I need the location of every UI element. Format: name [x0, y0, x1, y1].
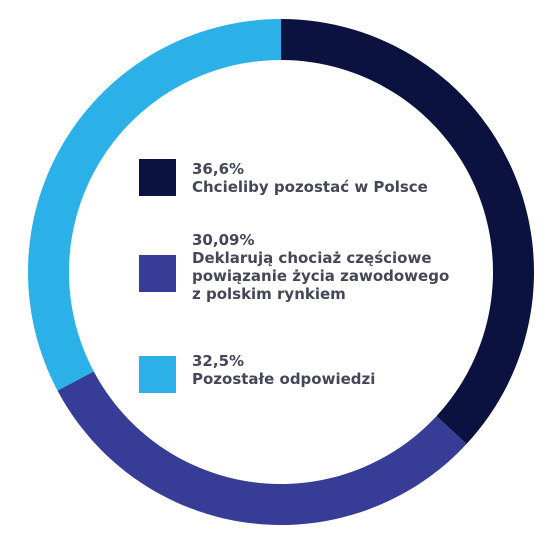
donut-slice-other-answers — [27, 19, 282, 391]
legend-value: 30,09% — [192, 231, 255, 249]
legend-label-line: Chcieliby pozostać w Polsce — [192, 178, 428, 196]
legend-text: 30,09% Deklarują chociaż częściowe powią… — [192, 231, 449, 303]
legend-label-line: Pozostałe odpowiedzi — [192, 370, 376, 388]
legend-text: 32,5% Pozostałe odpowiedzi — [192, 352, 375, 388]
legend-swatch — [139, 356, 176, 393]
legend-label-line: Deklarują chociaż częściowe — [192, 249, 432, 267]
legend-swatch — [139, 159, 176, 196]
legend-label-line: z polskim rynkiem — [192, 285, 346, 303]
legend-text: 36,6% Chcieliby pozostać w Polsce — [192, 160, 428, 196]
donut-slice-partial-ties — [57, 371, 467, 525]
legend-swatch — [139, 255, 176, 292]
legend-label-line: powiązanie życia zawodowego — [192, 267, 450, 285]
legend-value: 32,5% — [192, 352, 245, 370]
donut-slice-stay-in-poland — [281, 19, 534, 445]
legend-value: 36,6% — [192, 160, 245, 178]
